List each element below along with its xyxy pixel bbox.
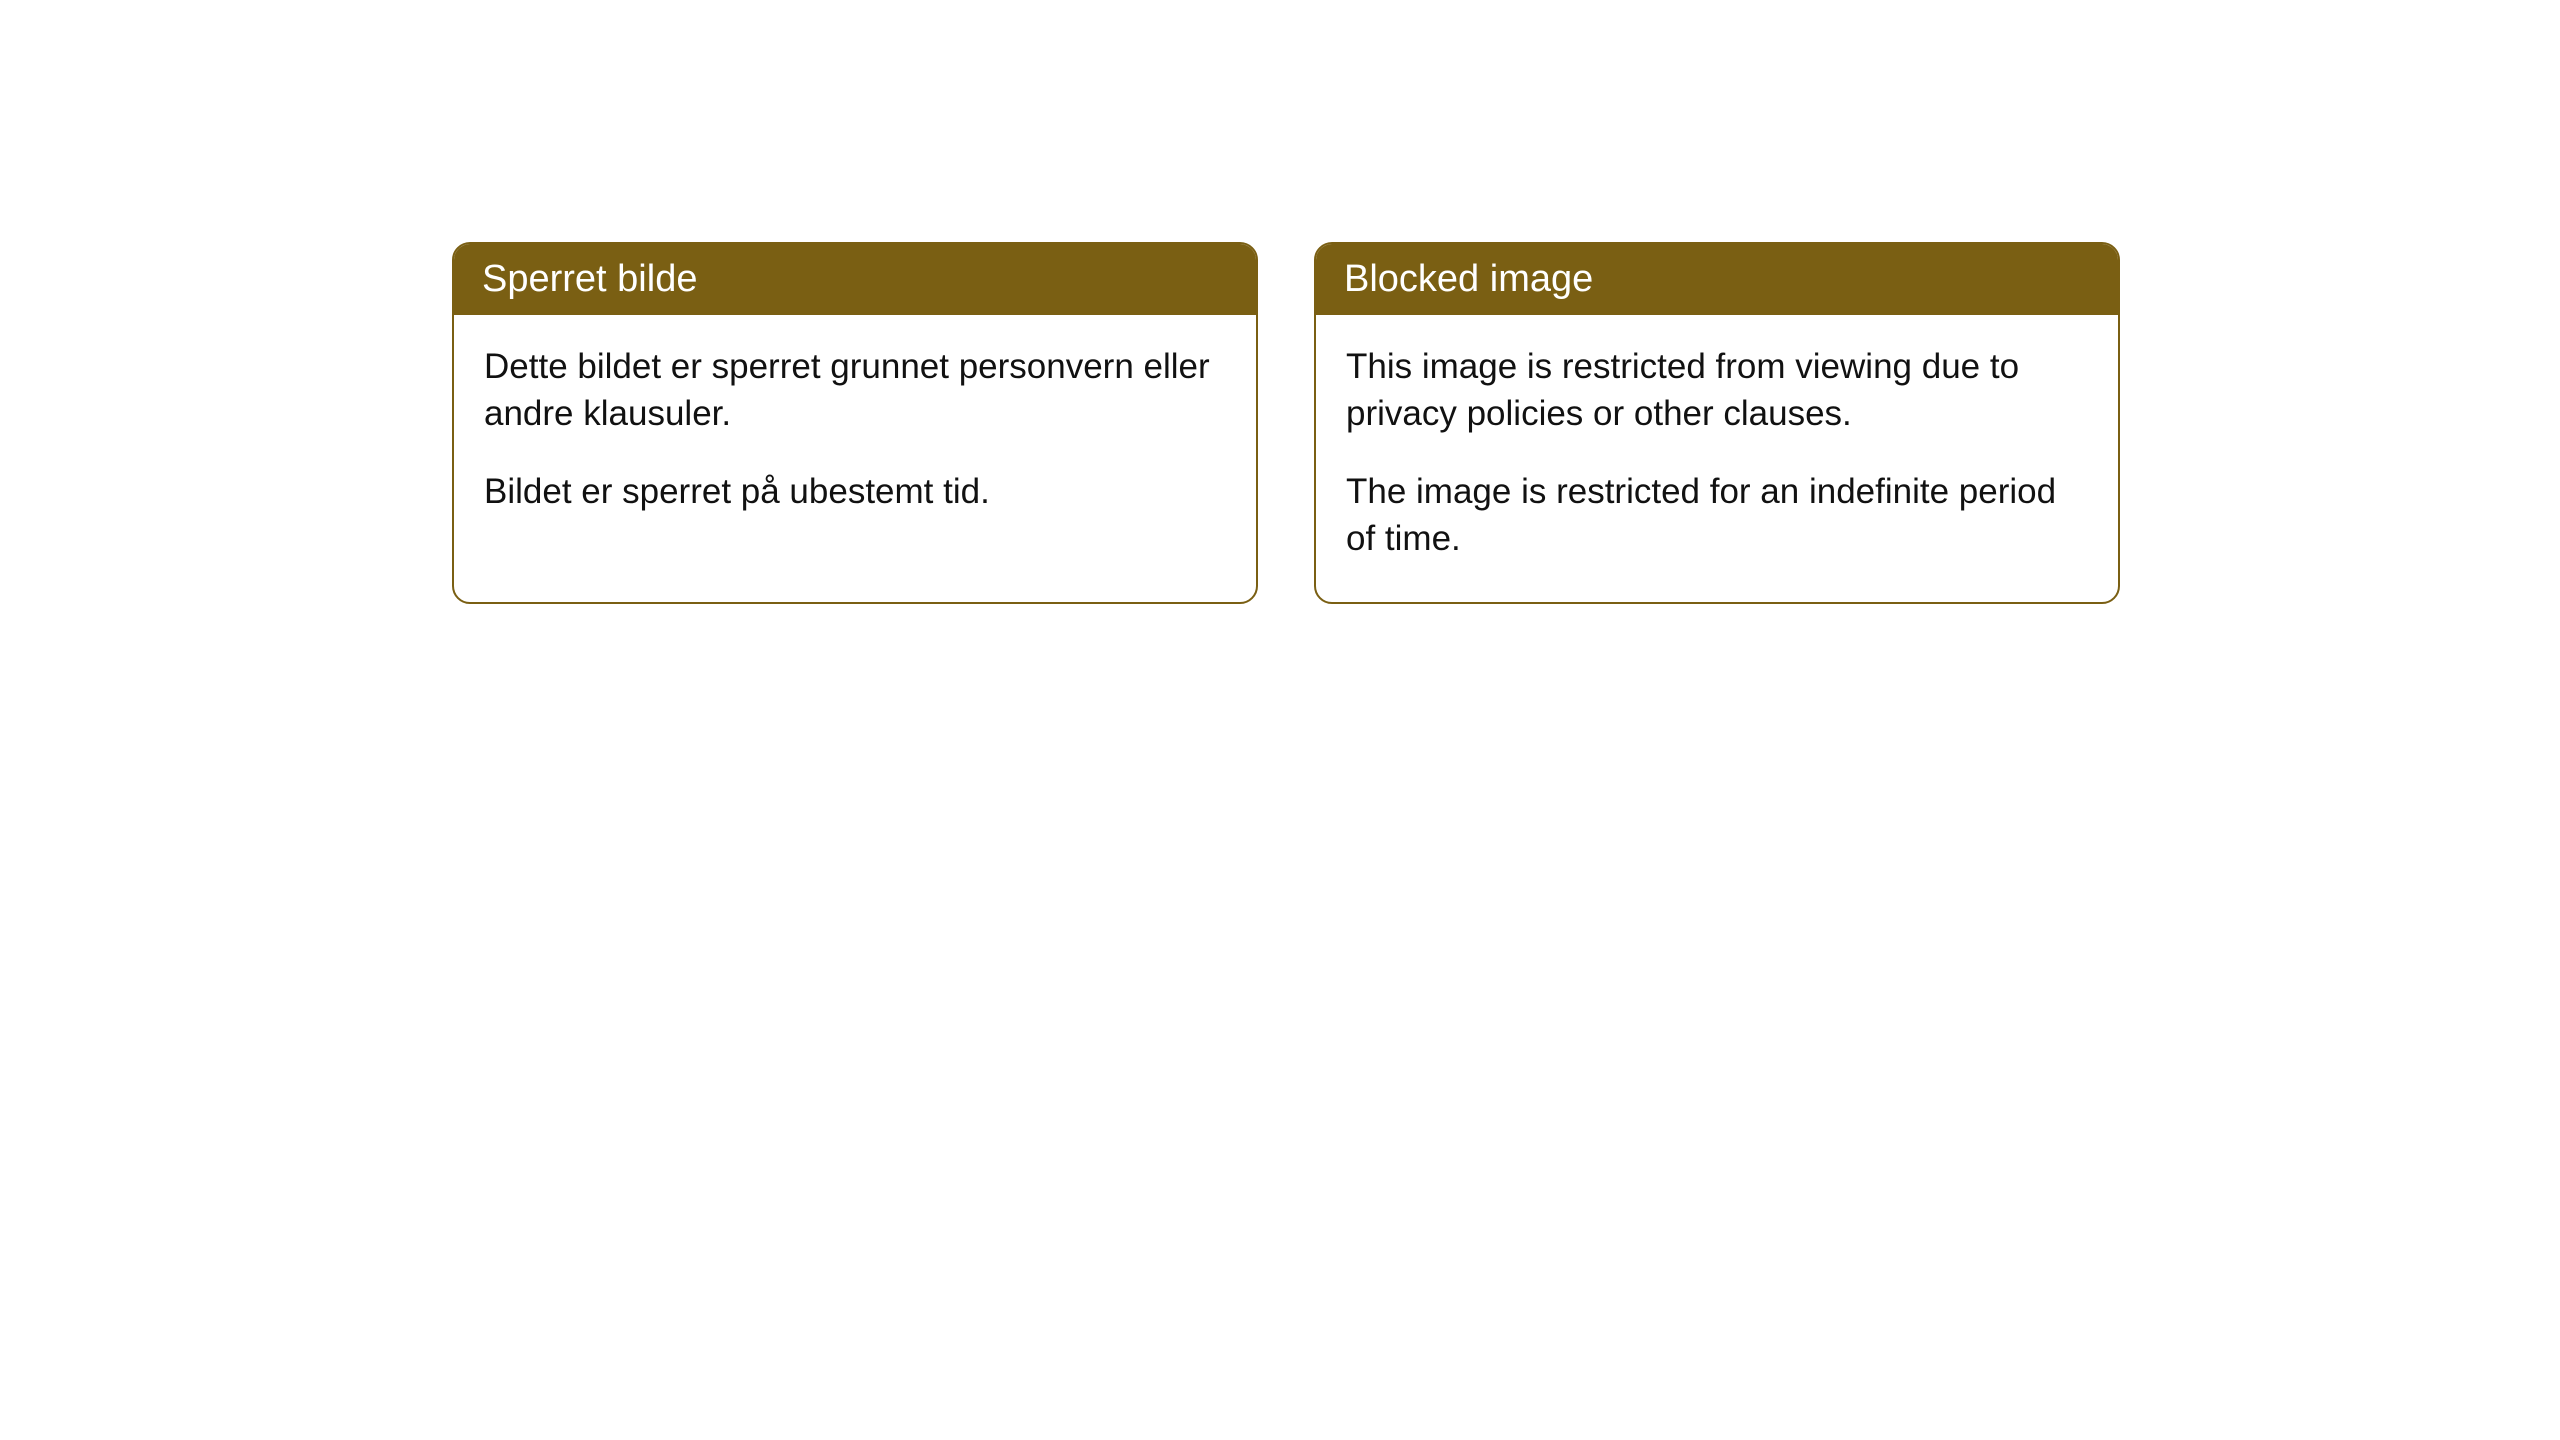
- notice-card-header: Sperret bilde: [454, 244, 1256, 315]
- notice-paragraph: Bildet er sperret på ubestemt tid.: [484, 468, 1226, 515]
- notice-paragraph: Dette bildet er sperret grunnet personve…: [484, 343, 1226, 438]
- notice-card-header: Blocked image: [1316, 244, 2118, 315]
- notice-paragraph: This image is restricted from viewing du…: [1346, 343, 2088, 438]
- notice-card-body: Dette bildet er sperret grunnet personve…: [454, 315, 1256, 555]
- notice-cards-container: Sperret bilde Dette bildet er sperret gr…: [452, 242, 2120, 604]
- notice-card-english: Blocked image This image is restricted f…: [1314, 242, 2120, 604]
- notice-card-body: This image is restricted from viewing du…: [1316, 315, 2118, 602]
- notice-card-norwegian: Sperret bilde Dette bildet er sperret gr…: [452, 242, 1258, 604]
- notice-paragraph: The image is restricted for an indefinit…: [1346, 468, 2088, 563]
